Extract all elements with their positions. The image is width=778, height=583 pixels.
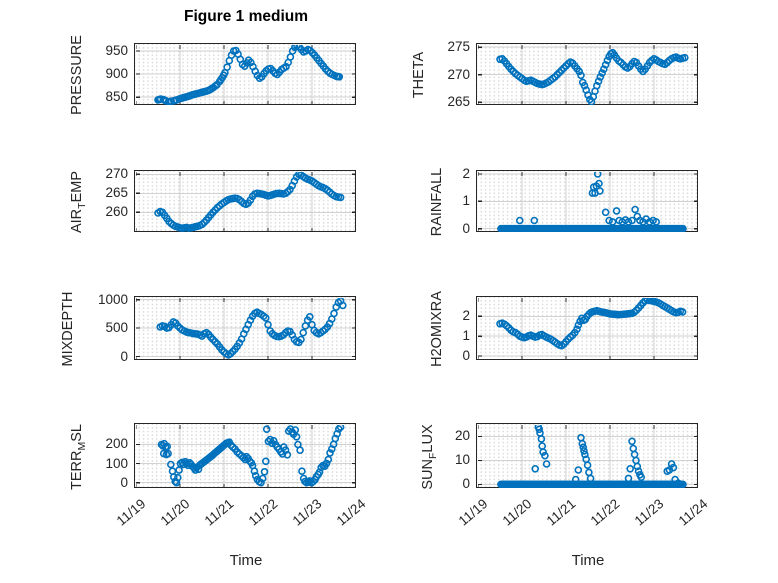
y-tick-label: 500: [105, 320, 128, 336]
y-tick-label: 200: [105, 436, 128, 452]
x-tick-label: 11/24: [675, 496, 711, 529]
y-axis-label-theta: THETA: [410, 0, 428, 175]
grid-lines: [136, 172, 356, 232]
y-tick-label: 275: [447, 39, 470, 55]
data-points-mixdepth: [156, 298, 347, 359]
y-axis-label-text: THETA: [411, 51, 427, 99]
y-tick-label: 0: [462, 476, 470, 492]
y-tick-label: 1: [462, 193, 470, 209]
x-tick-label: 11/22: [587, 496, 623, 529]
plot-area-sun_flux: [478, 425, 698, 488]
x-tick-label: 11/22: [245, 496, 281, 529]
y-tick-label: 1000: [97, 291, 128, 307]
y-axis-label-text: TERR: [69, 450, 85, 490]
x-tick-label: 11/23: [289, 496, 325, 529]
plot-area-air_temp: [136, 172, 356, 232]
plot-area-mixdepth: [136, 298, 356, 360]
y-axis-label-subscript: M: [75, 441, 88, 451]
data-points-h2omixra: [496, 298, 687, 350]
y-tick-label: 2: [462, 308, 470, 324]
tick-marks: [136, 425, 356, 488]
tick-marks: [478, 298, 698, 360]
x-tick-label: 11/24: [333, 496, 369, 529]
data-points-sun_flux: [497, 425, 687, 488]
x-tick-label: 11/23: [631, 496, 667, 529]
y-axis-label-text: EMP: [69, 171, 85, 203]
data-points-terr_msl: [157, 425, 345, 487]
y-axis-label-text: H2OMIXRA: [429, 291, 445, 367]
y-tick-label: 900: [105, 66, 128, 82]
y-tick-label: 100: [105, 455, 128, 471]
y-tick-label: 260: [105, 204, 128, 220]
x-axis-label: Time: [571, 552, 605, 569]
y-tick-label: 10: [454, 452, 470, 468]
y-tick-label: 265: [447, 94, 470, 110]
figure-title: Figure 1 medium: [183, 8, 309, 25]
y-axis-label-text: SUN: [420, 458, 436, 490]
grid-lines: [478, 172, 698, 232]
y-axis-label-text: RAINFALL: [429, 167, 445, 237]
y-tick-label: 270: [105, 166, 128, 182]
x-tick-label: 11/19: [113, 496, 149, 529]
plot-area-theta: [478, 45, 698, 105]
y-axis-label-text: LUX: [420, 423, 436, 453]
y-tick-label: 270: [447, 66, 470, 82]
y-tick-label: 0: [462, 348, 470, 364]
y-axis-label-subscript: T: [75, 202, 88, 209]
plot-area-terr_msl: [136, 425, 356, 488]
x-tick-label: 11/21: [543, 496, 579, 529]
data-points-rainfall: [497, 172, 687, 232]
x-tick-label: 11/19: [455, 496, 491, 529]
plot-area-pressure: [136, 45, 356, 105]
y-tick-label: 1: [462, 328, 470, 344]
x-axis-label: Time: [229, 552, 263, 569]
y-tick-label: 850: [105, 89, 128, 105]
grid-lines: [478, 45, 698, 105]
plot-area-rainfall: [478, 172, 698, 232]
grid-lines: [136, 45, 356, 105]
y-axis-label-text: MIXDEPTH: [60, 291, 76, 367]
x-tick-label: 11/20: [499, 496, 535, 529]
tick-marks: [478, 172, 698, 232]
data-points-air_temp: [154, 172, 345, 232]
x-tick-label: 11/21: [201, 496, 237, 529]
plot-area-h2omixra: [478, 298, 698, 360]
tick-marks: [136, 298, 356, 360]
y-tick-label: 265: [105, 185, 128, 201]
x-tick-label: 11/20: [157, 496, 193, 529]
y-tick-label: 950: [105, 43, 128, 58]
y-axis-label-terr_msl: TERRMSL: [68, 357, 88, 557]
tick-marks: [136, 45, 356, 105]
y-tick-label: 2: [462, 165, 470, 181]
y-axis-label-text: SL: [69, 423, 85, 442]
y-tick-label: 0: [120, 348, 128, 364]
data-points-pressure: [154, 45, 344, 105]
y-axis-label-sun_flux: SUNFLUX: [419, 357, 439, 557]
y-tick-label: 0: [120, 474, 128, 490]
y-axis-label-subscript: F: [426, 452, 439, 459]
tick-marks: [478, 45, 698, 105]
data-points-theta: [496, 48, 689, 105]
y-tick-label: 0: [462, 220, 470, 236]
y-tick-label: 20: [454, 428, 470, 444]
